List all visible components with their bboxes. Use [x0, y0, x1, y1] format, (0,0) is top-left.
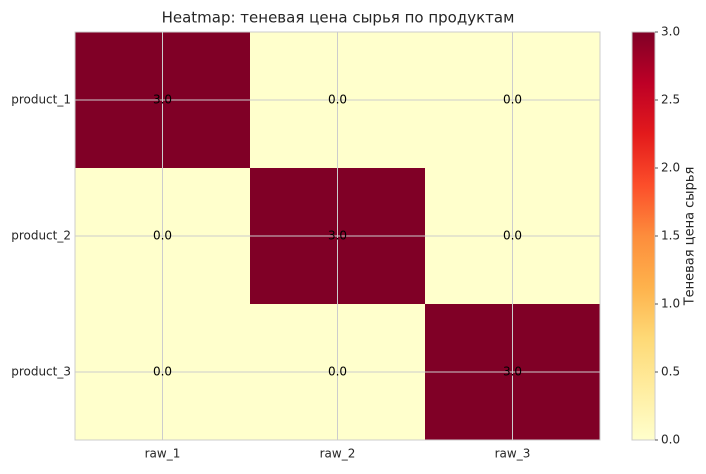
value-label: 0.0 — [153, 365, 172, 379]
value-label: 0.0 — [503, 93, 522, 107]
x-tick-label: raw_2 — [320, 447, 356, 461]
y-tick-label: product_1 — [11, 93, 71, 107]
colorbar-tick-label: 2.0 — [661, 161, 680, 175]
colorbar-label: Теневая цена сырья — [683, 167, 698, 307]
y-tick-label: product_3 — [11, 365, 71, 379]
value-label: 0.0 — [503, 229, 522, 243]
colorbar-tick-label: 1.5 — [661, 229, 680, 243]
colorbar — [631, 31, 656, 441]
colorbar-tick-label: 1.0 — [661, 297, 680, 311]
x-tick-label: raw_3 — [495, 447, 531, 461]
value-label: 0.0 — [153, 229, 172, 243]
value-label: 3.0 — [153, 93, 172, 107]
y-tick-label: product_2 — [11, 229, 71, 243]
colorbar-tick-label: 0.0 — [661, 433, 680, 447]
value-label: 0.0 — [328, 365, 347, 379]
x-tick-label: raw_1 — [145, 447, 181, 461]
value-label: 0.0 — [328, 93, 347, 107]
chart-title: Heatmap: теневая цена сырья по продуктам — [162, 9, 515, 27]
colorbar-tick-label: 2.5 — [661, 93, 680, 107]
colorbar-tick-label: 3.0 — [661, 25, 680, 39]
value-label: 3.0 — [503, 365, 522, 379]
colorbar-tick-label: 0.5 — [661, 365, 680, 379]
plot-frame — [74, 31, 601, 441]
value-label: 3.0 — [328, 229, 347, 243]
